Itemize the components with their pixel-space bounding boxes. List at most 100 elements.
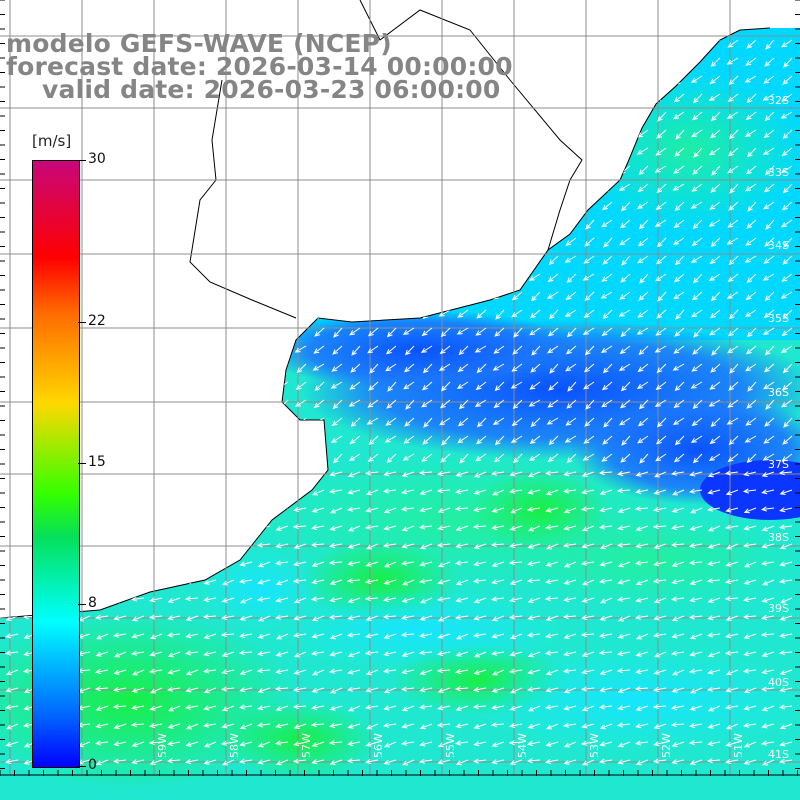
wind-arrow <box>293 686 307 693</box>
wind-arrow <box>598 704 613 710</box>
wind-arrow <box>779 543 793 550</box>
wind-arrow <box>745 165 757 175</box>
wind-arrow <box>743 687 757 694</box>
wind-arrow <box>239 741 253 747</box>
model-title: modelo GEFS-WAVE (NCEP) <box>6 29 392 58</box>
wind-arrow <box>761 489 775 495</box>
wind-arrow <box>655 327 667 336</box>
wind-arrow <box>710 237 721 248</box>
wind-arrow <box>311 561 325 567</box>
wind-arrow <box>688 488 703 494</box>
wind-arrow <box>509 579 523 585</box>
wind-arrow <box>313 273 325 283</box>
wind-arrow <box>782 183 793 194</box>
wind-arrow <box>115 201 127 211</box>
wind-arrow <box>311 759 325 765</box>
wind-arrow <box>207 381 217 392</box>
wind-arrow <box>619 111 631 120</box>
wind-arrow <box>781 147 793 157</box>
wind-arrow <box>671 741 685 747</box>
wind-arrow <box>242 129 253 140</box>
wind-arrow <box>364 704 379 710</box>
wind-arrow <box>187 147 199 157</box>
wind-arrow <box>710 57 721 68</box>
wind-arrow <box>562 542 577 548</box>
wind-arrow <box>166 758 181 764</box>
wind-arrow <box>742 722 757 728</box>
wind-arrow <box>584 237 595 247</box>
wind-arrow <box>150 201 163 209</box>
wind-arrow <box>782 75 793 85</box>
wind-arrow <box>693 327 703 338</box>
wind-arrow <box>238 578 253 584</box>
wind-arrow <box>621 435 631 446</box>
wind-arrow <box>112 704 127 710</box>
wind-arrow <box>454 506 469 512</box>
wind-arrow <box>473 471 487 478</box>
wind-arrow <box>635 597 649 603</box>
wind-arrow <box>242 363 253 374</box>
wind-arrow <box>601 219 613 228</box>
wind-arrow <box>691 129 703 138</box>
wind-arrow <box>188 309 199 320</box>
wind-arrow <box>116 183 127 194</box>
wind-arrow <box>548 75 559 86</box>
wind-arrow <box>708 399 721 407</box>
wind-arrow <box>220 506 235 512</box>
wind-arrow <box>365 669 379 676</box>
wind-arrow <box>97 237 109 247</box>
wind-arrow <box>350 111 361 122</box>
wind-arrow <box>25 111 37 121</box>
wind-arrow <box>620 453 631 463</box>
colorbar-units: [m/s] <box>32 132 72 150</box>
wind-arrow <box>745 291 757 301</box>
wind-arrow <box>598 578 613 584</box>
wind-arrow <box>529 309 541 319</box>
wind-arrow <box>707 669 721 675</box>
wind-arrow <box>169 435 181 445</box>
wind-arrow <box>131 524 145 531</box>
wind-arrow <box>455 723 469 729</box>
wind-arrow <box>422 255 433 265</box>
wind-arrow <box>77 525 91 531</box>
wind-arrow <box>203 759 217 765</box>
wind-arrow <box>583 363 595 373</box>
wind-arrow <box>347 489 361 495</box>
wind-arrow <box>583 381 595 390</box>
wind-arrow <box>440 147 451 158</box>
wind-arrow <box>116 129 127 139</box>
wind-arrow <box>763 363 775 373</box>
wind-arrow <box>779 687 793 693</box>
wind-arrow <box>94 686 109 692</box>
wind-arrow <box>725 489 739 496</box>
wind-arrow <box>402 147 415 156</box>
wind-arrow <box>169 201 181 210</box>
wind-arrow <box>564 309 577 318</box>
wind-arrow <box>708 93 721 102</box>
wind-arrow <box>691 417 703 427</box>
wind-arrow <box>349 255 361 265</box>
wind-arrow <box>329 687 343 694</box>
wind-arrow <box>671 669 685 676</box>
wind-arrow <box>617 525 631 531</box>
wind-arrow <box>384 435 397 443</box>
wind-arrow <box>5 687 19 693</box>
wind-arrow <box>131 561 145 567</box>
wind-arrow <box>545 489 559 496</box>
wind-arrow <box>257 650 271 657</box>
wind-arrow <box>725 741 739 747</box>
wind-arrow <box>599 669 613 675</box>
wind-arrow <box>365 578 379 585</box>
wind-arrow <box>547 453 559 463</box>
wind-arrow <box>747 201 757 212</box>
wind-arrow <box>527 615 541 621</box>
wind-arrow <box>385 291 397 301</box>
latitude-label: 34S <box>768 239 789 252</box>
wind-arrow <box>328 560 343 566</box>
wind-arrow <box>458 111 469 121</box>
wind-arrow <box>422 183 433 194</box>
wind-arrow <box>314 147 325 157</box>
wind-arrow <box>347 723 361 729</box>
wind-arrow <box>653 615 667 621</box>
wind-arrow <box>279 273 289 284</box>
